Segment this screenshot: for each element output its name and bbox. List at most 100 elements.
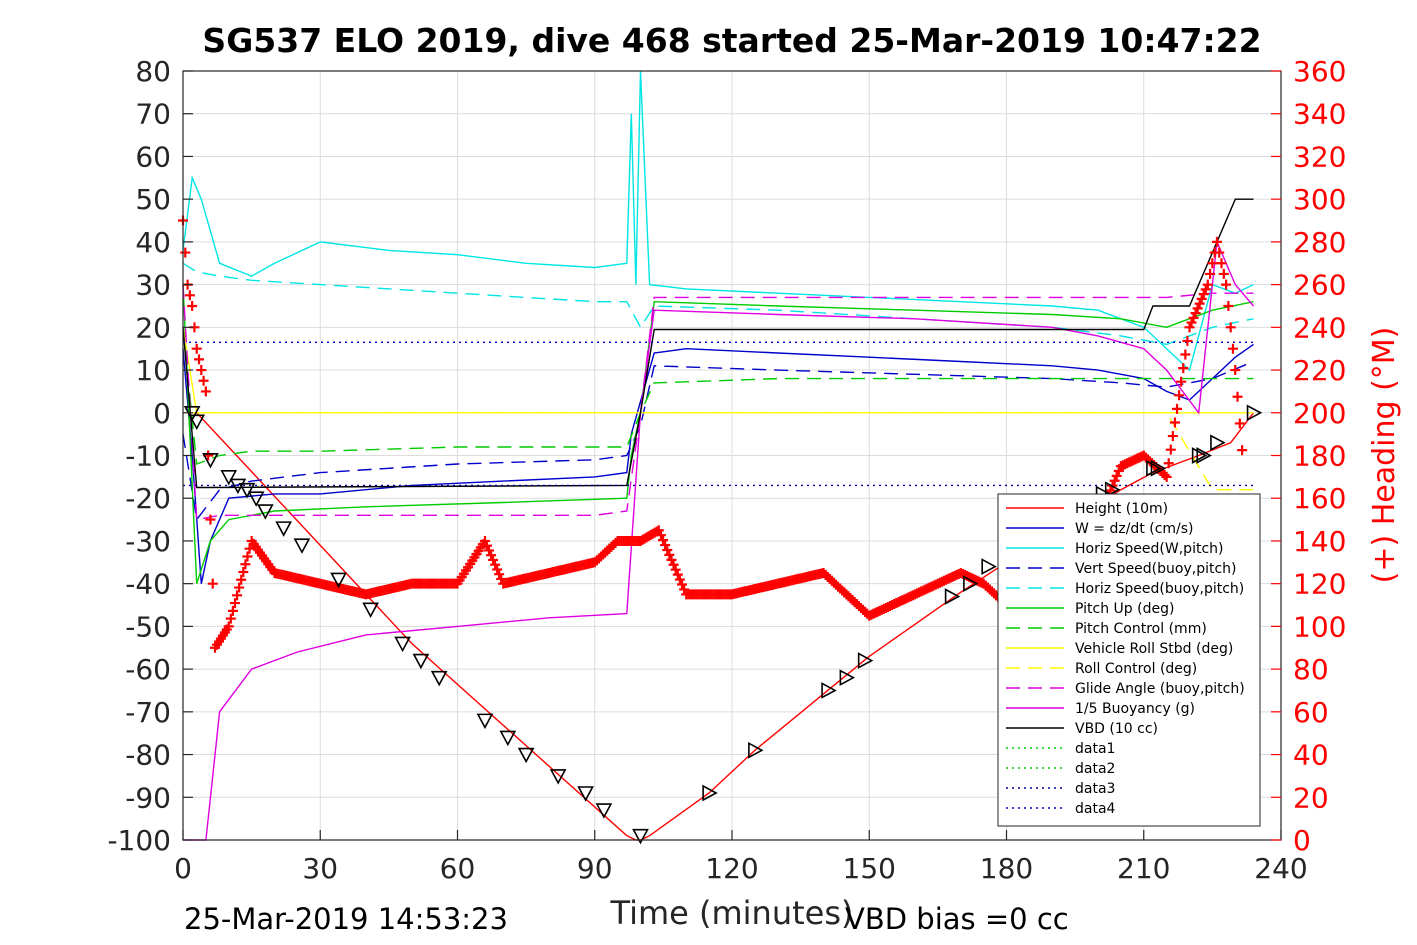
y2-tick-label: 220 xyxy=(1293,354,1346,387)
height-marker xyxy=(412,653,430,670)
y-tick-label: -30 xyxy=(125,525,171,558)
heading-point xyxy=(674,574,685,585)
heading-point xyxy=(1182,335,1193,346)
heading-point xyxy=(1230,365,1241,376)
heading-point xyxy=(1216,258,1227,269)
height-marker xyxy=(577,786,594,802)
heading-point xyxy=(200,386,211,397)
height-marker xyxy=(1104,481,1121,499)
heading-point xyxy=(1205,268,1216,279)
height-marker xyxy=(839,669,856,686)
legend-box xyxy=(997,493,1261,827)
heading-point xyxy=(484,545,495,556)
heading-point xyxy=(187,300,198,311)
heading-point xyxy=(234,582,245,593)
heading-point xyxy=(236,574,247,585)
heading-point xyxy=(1186,317,1197,328)
y2-tick-label: 20 xyxy=(1293,781,1329,814)
y2-tick-label: 340 xyxy=(1293,98,1346,131)
heading-point xyxy=(1113,466,1124,477)
heading-point xyxy=(1180,349,1191,360)
heading-point xyxy=(670,564,681,575)
y2-tick-label: 40 xyxy=(1293,739,1329,772)
y2-tick-label: 120 xyxy=(1293,568,1346,601)
height-marker xyxy=(632,828,649,845)
heading-point xyxy=(479,535,490,546)
x-axis-label: Time (minutes) xyxy=(610,894,854,932)
legend-label: data1 xyxy=(1075,741,1115,757)
height-marker xyxy=(330,572,347,589)
heading-point xyxy=(191,343,202,354)
y2-tick-label: 260 xyxy=(1293,269,1346,302)
heading-point xyxy=(1169,417,1180,428)
height-marker xyxy=(981,558,997,575)
height-marker xyxy=(430,670,448,687)
heading-point xyxy=(1234,418,1245,429)
heading-point xyxy=(232,590,243,601)
y-tick-label: 60 xyxy=(135,140,171,173)
heading-point xyxy=(1161,471,1172,482)
heading-point xyxy=(1196,293,1207,304)
height-markers xyxy=(183,404,1263,845)
height-marker xyxy=(247,491,265,507)
y-tick-label: 50 xyxy=(135,183,171,216)
heading-point xyxy=(1176,376,1187,387)
heading-point xyxy=(660,540,671,551)
legend-label: Pitch Control (mm) xyxy=(1075,621,1207,637)
y2-tick-label: 160 xyxy=(1293,482,1346,515)
legend-label: Height (10m) xyxy=(1075,501,1168,517)
heading-point xyxy=(662,544,673,555)
y-tick-label: -90 xyxy=(125,781,171,814)
y2-tick-label: 280 xyxy=(1293,226,1346,259)
y-tick-label: -50 xyxy=(125,610,171,643)
height-marker xyxy=(963,575,979,593)
y-tick-label: -100 xyxy=(107,824,171,857)
legend-label: data2 xyxy=(1075,761,1115,777)
series-line-3 xyxy=(182,360,1254,522)
legend-label: Vert Speed(buoy,pitch) xyxy=(1075,561,1237,577)
heading-point xyxy=(658,535,669,546)
x-tick-label: 60 xyxy=(440,852,476,885)
heading-point xyxy=(653,525,664,536)
series-line-11 xyxy=(182,198,1254,489)
heading-point xyxy=(227,605,238,616)
height-marker xyxy=(220,470,238,486)
height-marker xyxy=(748,741,764,759)
y2-tick-label: 300 xyxy=(1293,183,1346,216)
heading-point xyxy=(1218,268,1229,279)
heading-point xyxy=(1167,431,1178,442)
heading-point xyxy=(223,621,234,632)
x-tick-label: 120 xyxy=(705,852,758,885)
footer-vbd-bias: VBD bias =0 cc xyxy=(845,902,1069,936)
y-tick-label: 20 xyxy=(135,311,171,344)
heading-point xyxy=(1194,298,1205,309)
heading-point xyxy=(1202,279,1213,290)
height-marker xyxy=(1191,447,1208,464)
heading-point xyxy=(180,247,191,258)
heading-point xyxy=(1214,247,1225,258)
height-marker xyxy=(702,784,718,802)
legend-label: VBD (10 cc) xyxy=(1075,721,1158,737)
legend-label: Horiz Speed(W,pitch) xyxy=(1075,541,1223,557)
y-tick-label: -60 xyxy=(125,653,171,686)
heading-point xyxy=(1163,458,1174,469)
y2-tick-label: 0 xyxy=(1293,824,1311,857)
heading-point xyxy=(194,354,205,365)
x-tick-label: 90 xyxy=(577,852,613,885)
height-marker xyxy=(362,602,379,618)
heading-point xyxy=(1190,308,1201,319)
heading-point xyxy=(666,554,677,565)
y2-tick-label: 360 xyxy=(1293,55,1346,88)
heading-point xyxy=(238,567,249,578)
height-marker xyxy=(549,769,567,785)
heading-point xyxy=(1188,312,1199,323)
heading-point xyxy=(672,569,683,580)
heading-point xyxy=(1178,363,1189,374)
footer-timestamp: 25-Mar-2019 14:53:23 xyxy=(184,902,508,936)
heading-point xyxy=(1211,236,1222,247)
height-marker xyxy=(1210,434,1226,452)
x-tick-label: 0 xyxy=(174,852,192,885)
height-marker xyxy=(257,504,274,520)
series-line-8 xyxy=(183,412,1254,491)
